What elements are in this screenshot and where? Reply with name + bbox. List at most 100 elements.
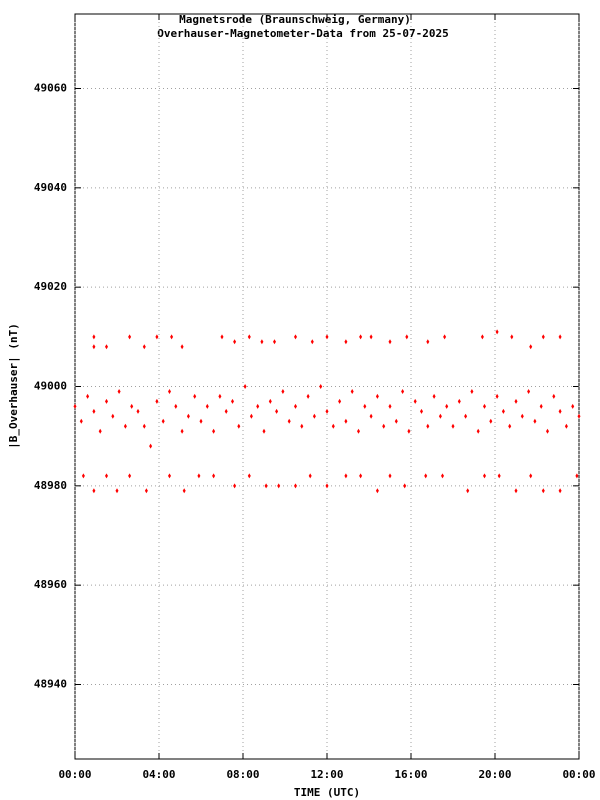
data-point: [424, 473, 428, 479]
data-point: [128, 334, 132, 340]
data-point: [268, 398, 272, 404]
data-point: [564, 423, 568, 429]
data-point: [287, 418, 291, 424]
data-point: [495, 393, 499, 399]
data-point: [558, 488, 562, 494]
data-point: [319, 384, 323, 389]
data-point: [275, 408, 279, 414]
data-point: [514, 398, 518, 404]
data-point: [92, 488, 96, 494]
data-point: [571, 403, 575, 409]
y-tick-label: 49040: [34, 181, 67, 194]
data-point: [401, 388, 405, 394]
data-point: [363, 403, 367, 409]
data-point: [92, 344, 96, 350]
data-point: [451, 423, 455, 429]
data-point: [331, 423, 335, 429]
data-point: [105, 473, 108, 479]
data-point: [344, 339, 348, 345]
data-point: [369, 413, 373, 419]
data-point: [247, 334, 251, 340]
y-tick-label: 49020: [34, 280, 67, 293]
data-point: [489, 418, 493, 424]
chart-subtitle: Overhauser-Magnetometer-Data from 25-07-…: [157, 27, 448, 40]
data-point: [344, 473, 348, 479]
data-point: [155, 334, 159, 340]
data-point: [186, 413, 190, 419]
data-point: [552, 393, 556, 399]
data-point: [388, 339, 392, 345]
data-point: [264, 483, 268, 489]
data-point: [92, 408, 96, 414]
data-point: [483, 403, 486, 409]
data-point: [81, 473, 85, 479]
data-point: [224, 408, 228, 414]
data-point: [142, 423, 146, 429]
data-point: [312, 413, 316, 419]
data-point: [466, 488, 470, 494]
data-point: [212, 473, 216, 479]
data-point: [237, 423, 241, 429]
data-point: [514, 488, 518, 494]
data-point: [476, 428, 480, 434]
data-point: [73, 403, 77, 409]
data-point: [403, 483, 407, 489]
data-point: [558, 334, 562, 340]
data-point: [325, 483, 329, 489]
data-point: [375, 393, 379, 399]
y-tick-label: 48980: [34, 479, 67, 492]
data-point: [205, 403, 209, 409]
data-point: [308, 473, 312, 479]
data-point: [168, 388, 171, 394]
data-point: [426, 339, 430, 345]
data-point: [407, 428, 411, 434]
data-point: [115, 488, 119, 494]
data-point: [577, 413, 581, 419]
data-point: [105, 344, 108, 350]
data-point: [529, 344, 533, 350]
data-point: [182, 488, 186, 494]
data-point: [273, 339, 276, 345]
data-point: [155, 398, 159, 404]
data-point: [92, 334, 96, 340]
data-point: [256, 403, 260, 409]
data-point: [149, 443, 153, 449]
data-point: [510, 334, 514, 340]
x-axis-label: TIME (UTC): [294, 786, 360, 799]
data-point: [144, 488, 148, 494]
data-point: [464, 413, 468, 419]
data-point: [86, 393, 90, 399]
data-point: [128, 473, 132, 479]
data-point: [443, 334, 447, 340]
data-point: [501, 408, 505, 414]
data-point: [445, 403, 449, 409]
y-tick-label: 49000: [34, 380, 67, 393]
data-point: [432, 393, 436, 399]
data-point: [123, 423, 127, 429]
data-point: [558, 408, 562, 414]
data-point: [438, 413, 442, 419]
data-point: [375, 488, 379, 494]
data-point: [199, 418, 203, 424]
data-point: [306, 393, 310, 399]
data-point: [575, 473, 579, 479]
data-point: [394, 418, 398, 424]
data-point: [483, 473, 486, 479]
data-point: [441, 473, 444, 479]
data-point: [497, 473, 501, 479]
x-tick-label: 00:00: [58, 768, 91, 781]
data-point: [212, 428, 216, 434]
data-point: [281, 388, 285, 394]
data-point: [170, 334, 174, 340]
data-point: [533, 418, 537, 424]
data-point: [98, 428, 102, 434]
data-point: [541, 488, 545, 494]
x-tick-label: 08:00: [226, 768, 259, 781]
data-point: [197, 473, 201, 479]
data-point: [231, 398, 234, 404]
data-point: [325, 408, 329, 414]
x-tick-label: 00:00: [562, 768, 595, 781]
data-point: [382, 423, 386, 429]
data-point: [310, 339, 314, 345]
